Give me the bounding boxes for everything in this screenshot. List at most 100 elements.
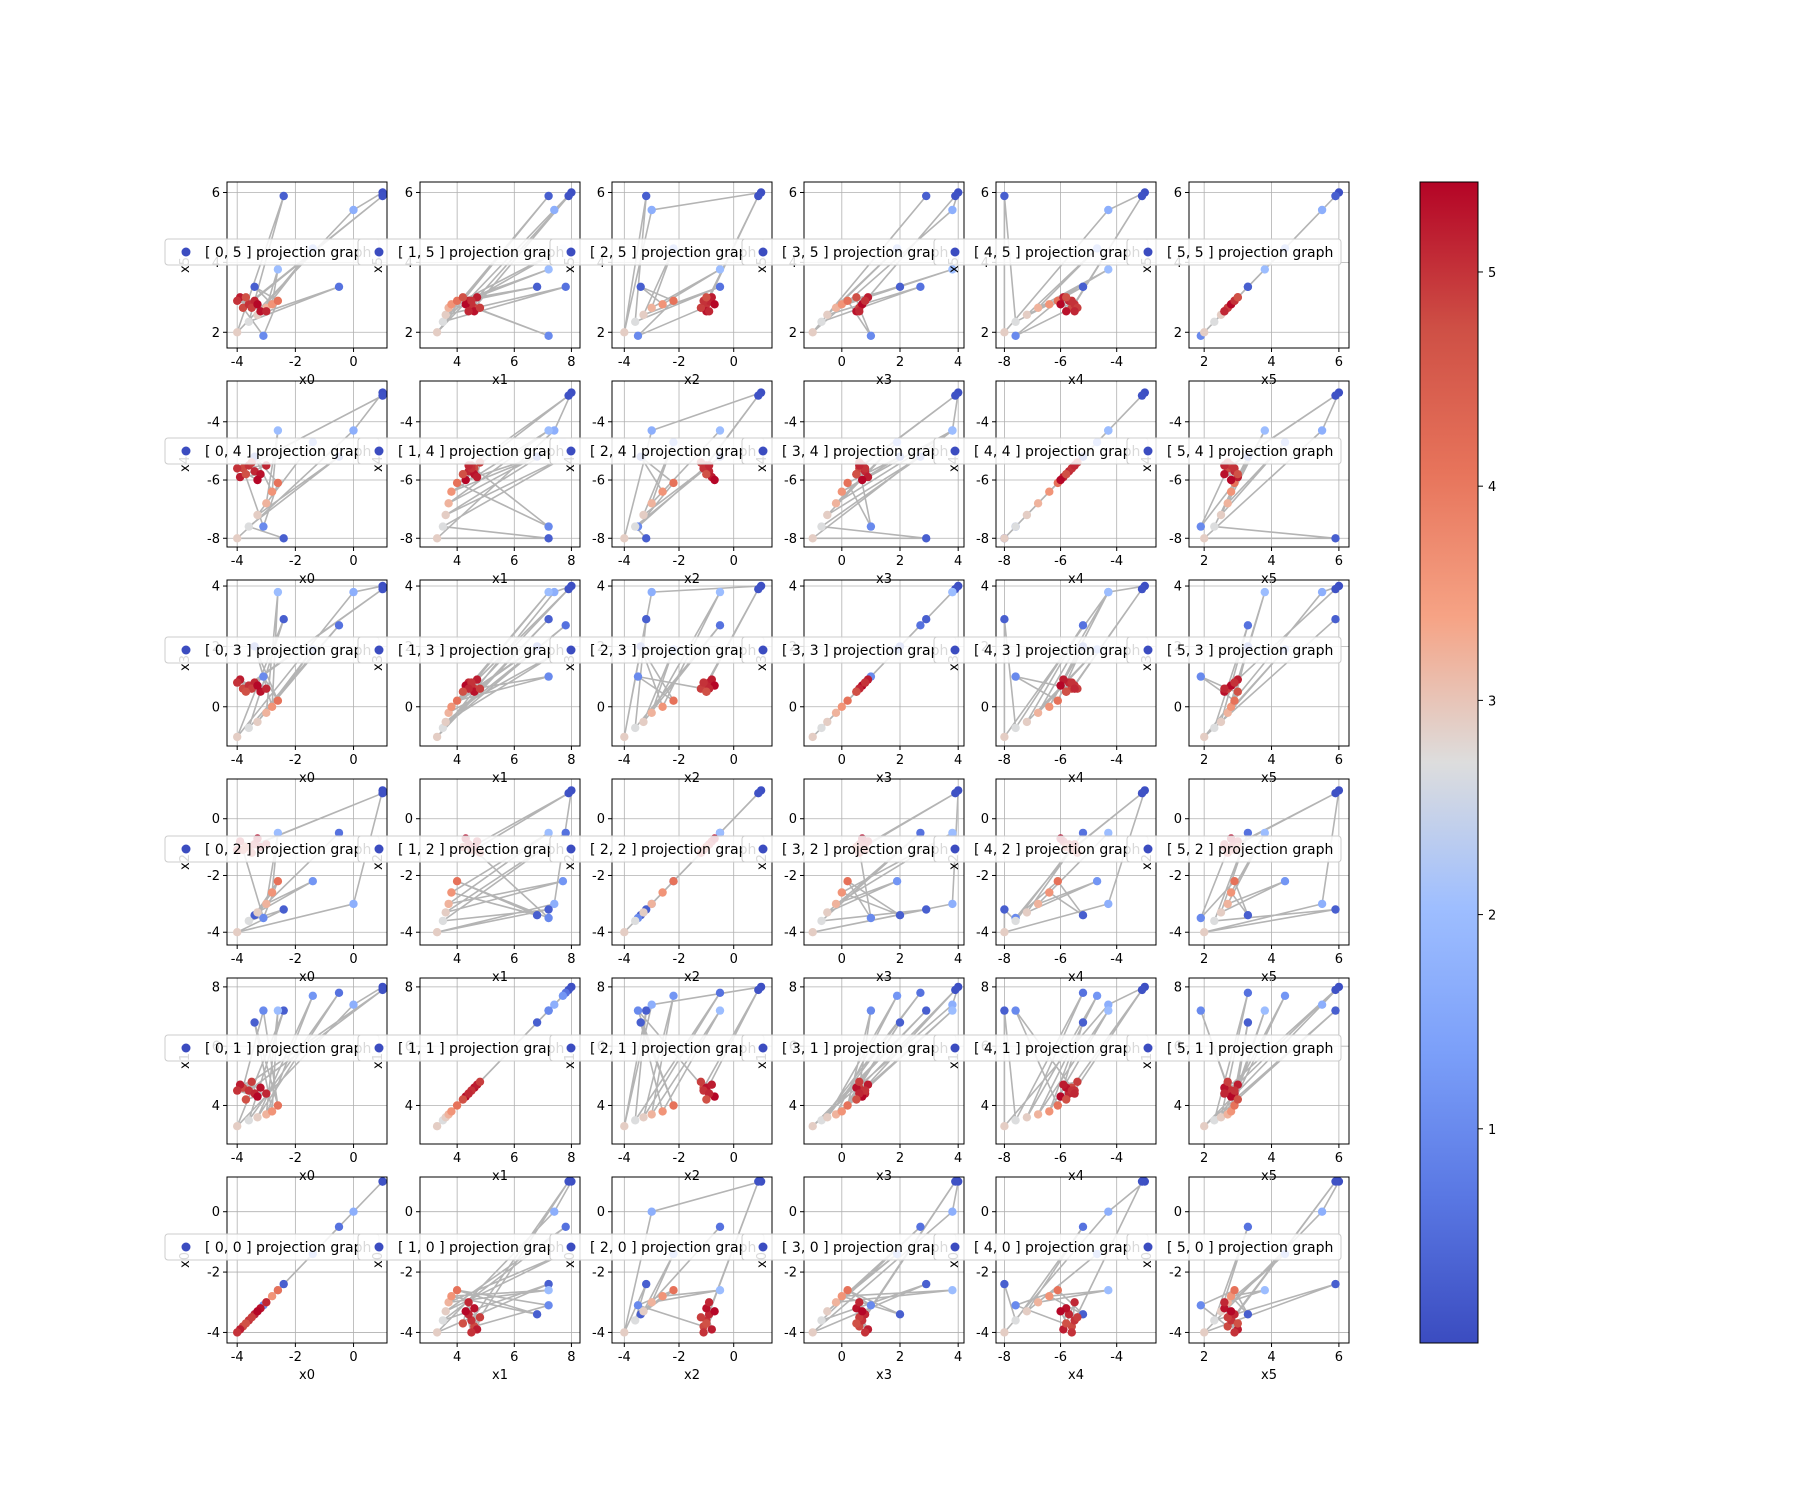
data-point — [544, 913, 553, 923]
y-tick-label: 2 — [789, 326, 797, 341]
data-point — [647, 708, 656, 717]
subplot-4-0: -8-6-4-4-20x4x0[ 4, 0 ] projection graph — [933, 1176, 1157, 1383]
data-point — [334, 282, 344, 291]
x-tick-label: -2 — [289, 952, 302, 967]
data-point — [1210, 317, 1219, 326]
data-point — [852, 293, 861, 302]
data-point — [441, 717, 450, 727]
data-point — [858, 475, 867, 485]
y-tick-label: -2 — [207, 1266, 220, 1281]
data-point — [1210, 1316, 1219, 1325]
data-point — [1070, 1298, 1079, 1307]
data-point — [837, 1107, 846, 1116]
data-point — [1045, 888, 1054, 897]
data-point — [620, 534, 629, 543]
data-point — [951, 985, 960, 995]
data-point — [620, 1122, 629, 1131]
data-point — [532, 1018, 542, 1027]
data-point — [1104, 828, 1113, 838]
legend-marker — [1143, 247, 1153, 257]
data-point — [860, 296, 870, 305]
x-tick-label: 0 — [838, 1350, 846, 1365]
data-point — [1056, 1307, 1065, 1316]
data-point — [244, 723, 253, 733]
data-point — [852, 1095, 861, 1104]
subplot-3-4: 024-8-6-4x3x4[ 3, 4 ] projection graph — [741, 380, 965, 587]
data-point — [447, 1107, 456, 1116]
data-point — [273, 1006, 283, 1015]
data-point — [1078, 911, 1088, 920]
data-point — [461, 1307, 470, 1316]
data-point — [647, 1110, 656, 1119]
data-point — [1033, 303, 1043, 312]
data-point — [1000, 1122, 1009, 1131]
data-point — [279, 534, 288, 543]
data-point — [262, 1089, 271, 1098]
y-tick-label: 0 — [789, 1205, 797, 1220]
data-point — [544, 587, 553, 597]
data-point — [273, 426, 283, 435]
x-tick-label: 2 — [896, 1350, 904, 1365]
data-point — [669, 696, 678, 705]
data-point — [817, 522, 826, 531]
data-point — [866, 1301, 876, 1310]
data-point — [1022, 717, 1032, 727]
data-point — [444, 499, 453, 508]
data-point — [1230, 877, 1239, 886]
data-point — [564, 191, 573, 201]
legend-marker — [950, 1043, 960, 1053]
y-tick-label: -4 — [400, 926, 413, 941]
data-point — [647, 1000, 656, 1009]
x-tick-label: -8 — [998, 952, 1011, 967]
data-point — [1233, 470, 1243, 479]
x-axis-label: x5 — [1261, 1368, 1277, 1383]
legend-marker — [758, 844, 768, 854]
x-tick-label: -4 — [1110, 355, 1123, 370]
data-point — [532, 911, 542, 920]
data-point — [1104, 1207, 1113, 1216]
data-point — [253, 681, 262, 690]
legend: [ 2, 0 ] projection graph — [549, 1233, 765, 1261]
data-point — [715, 621, 725, 630]
data-point — [273, 696, 283, 705]
x-tick-label: 4 — [954, 952, 962, 967]
data-point — [754, 985, 763, 995]
data-point — [1011, 723, 1020, 733]
data-point — [631, 1316, 640, 1325]
data-point — [642, 1279, 651, 1289]
subplot-3-1: 024468x3x1[ 3, 1 ] projection graph — [741, 977, 965, 1184]
x-tick-label: -4 — [1110, 753, 1123, 768]
colorbar: 1 2 3 4 5 — [1419, 181, 1496, 1344]
data-point — [916, 828, 925, 838]
data-point — [895, 1018, 905, 1027]
x-tick-label: 4 — [1267, 753, 1275, 768]
x-tick-label: 8 — [567, 1151, 575, 1166]
data-point — [633, 331, 643, 340]
plot-area — [233, 1177, 387, 1337]
data-point — [452, 877, 462, 886]
x-tick-label: 2 — [1200, 554, 1208, 569]
data-point — [823, 1307, 832, 1316]
data-point — [544, 1279, 553, 1289]
data-point — [1317, 587, 1327, 597]
data-point — [1243, 911, 1253, 920]
x-tick-label: -4 — [231, 952, 244, 967]
data-point — [1104, 1006, 1113, 1015]
data-point — [1331, 615, 1340, 624]
x-tick-label: -8 — [998, 753, 1011, 768]
x-tick-label: 4 — [453, 952, 461, 967]
data-point — [544, 672, 553, 681]
x-tick-label: 0 — [730, 1350, 738, 1365]
y-tick-label: 6 — [981, 186, 989, 201]
y-tick-label: 0 — [597, 812, 605, 827]
data-point — [1243, 1018, 1253, 1027]
data-point — [1243, 1310, 1253, 1319]
data-point — [1220, 1304, 1229, 1313]
data-point — [1022, 1113, 1032, 1122]
data-point — [279, 191, 288, 201]
y-tick-label: -4 — [784, 1326, 797, 1341]
y-tick-label: 8 — [405, 980, 413, 995]
y-tick-label: 0 — [1174, 700, 1182, 715]
y-tick-label: -4 — [976, 415, 989, 430]
data-point — [866, 331, 876, 340]
